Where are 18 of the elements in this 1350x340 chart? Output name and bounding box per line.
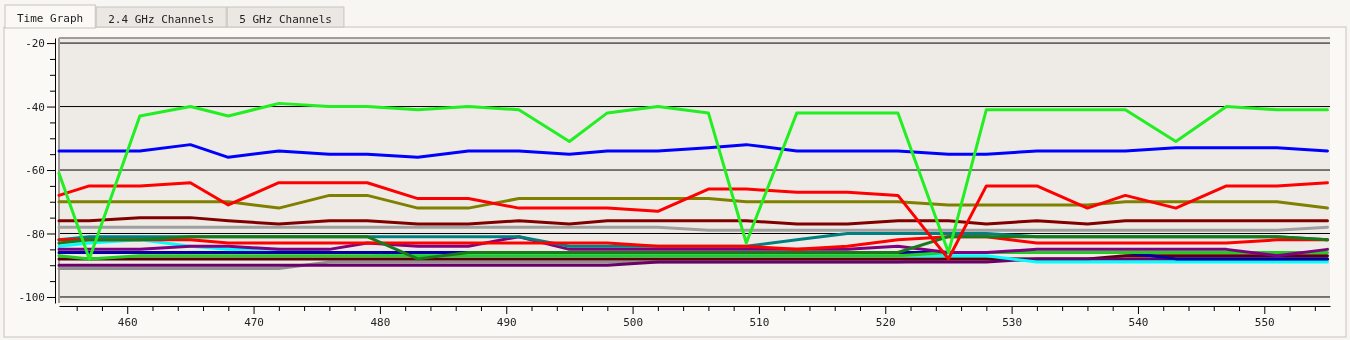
x-tick-label: 480 [370, 315, 391, 329]
x-tick-label: 530 [1002, 315, 1023, 329]
text: 2.4 GHz Channels [108, 13, 215, 26]
x-tick-label: 520 [875, 315, 896, 329]
text: Time Graph [17, 12, 84, 25]
y-tick-label: -60 [25, 164, 45, 178]
y-tick-label: -80 [25, 227, 45, 241]
x-tick-label: 490 [496, 315, 517, 329]
x-tick-label: 470 [244, 315, 264, 329]
text: 5 GHz Channels [239, 13, 332, 26]
x-tick-label: 550 [1254, 315, 1275, 329]
x-tick-label: 510 [749, 315, 770, 329]
y-tick-label: -20 [25, 37, 45, 51]
y-tick-label: -100 [18, 290, 45, 304]
x-tick-label: 460 [117, 315, 138, 329]
x-tick-label: 500 [623, 315, 644, 329]
x-tick-label: 540 [1128, 315, 1149, 329]
y-tick-label: -40 [25, 100, 45, 114]
